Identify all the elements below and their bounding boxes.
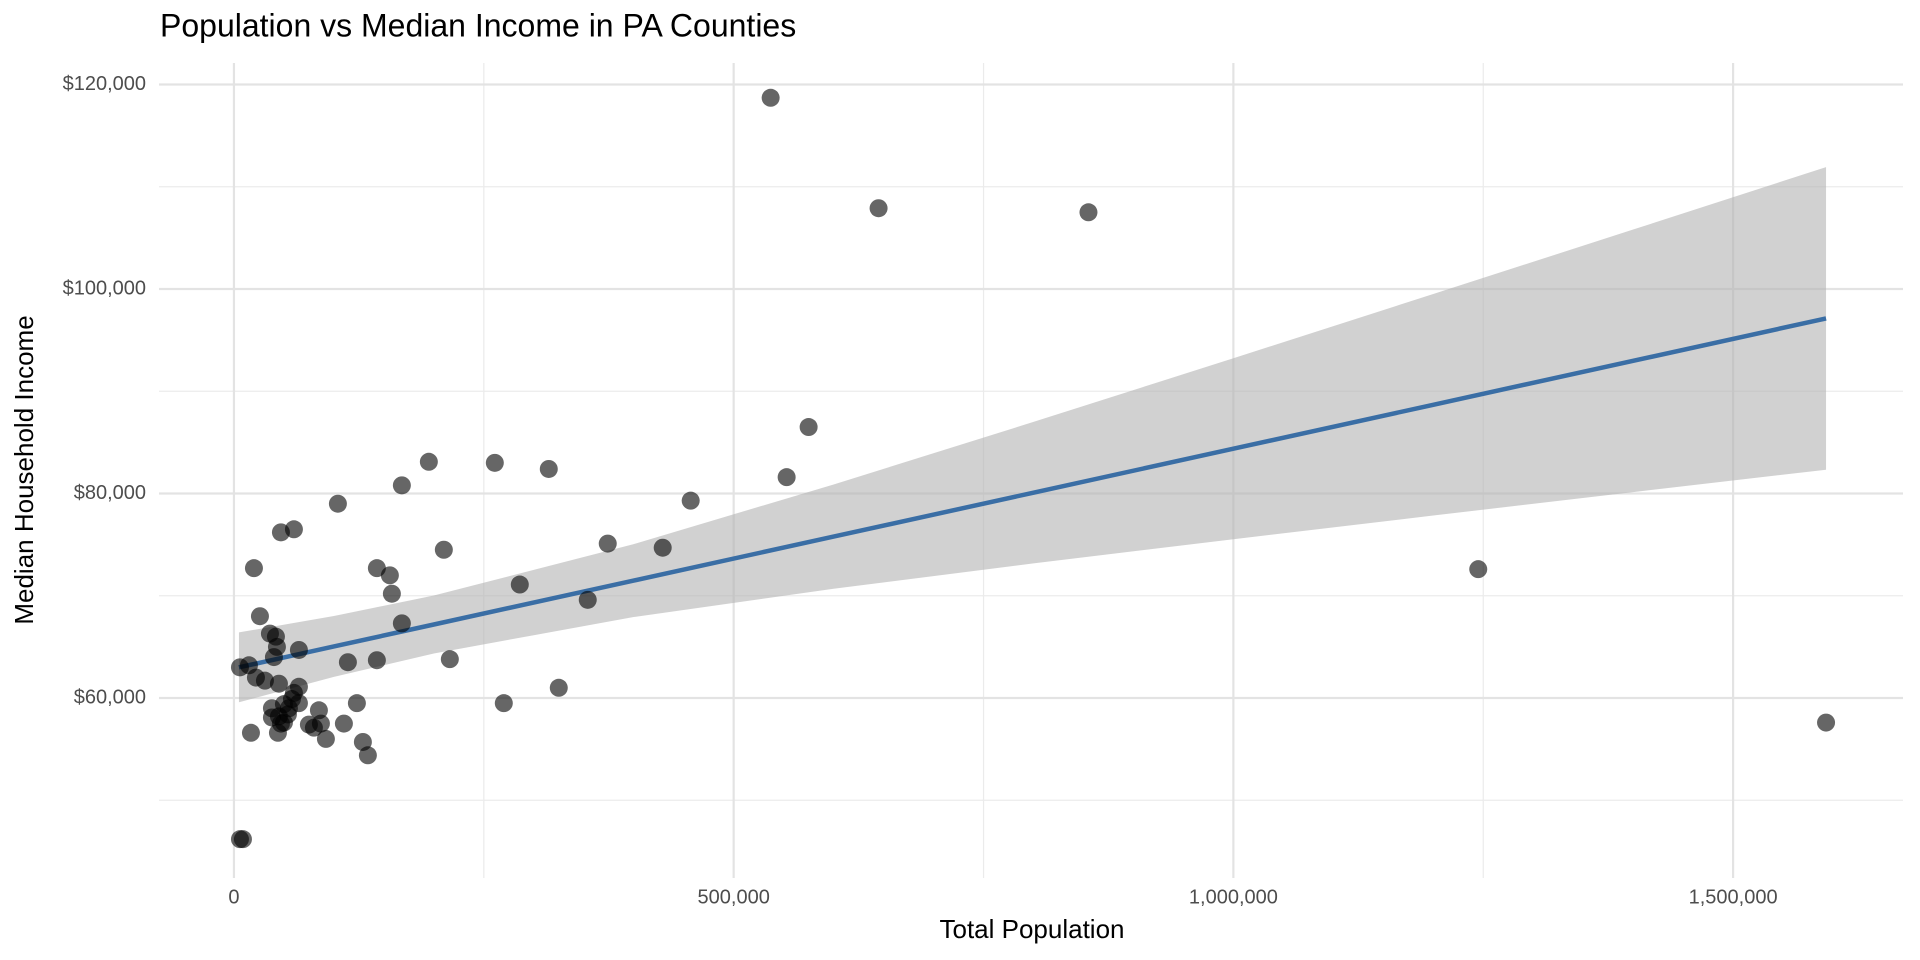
- data-point: [761, 88, 780, 107]
- regression-line: [238, 316, 1827, 670]
- data-point: [539, 459, 558, 478]
- data-point: [347, 694, 366, 713]
- data-point: [358, 746, 377, 765]
- x-axis-title: Total Population: [939, 914, 1124, 944]
- data-point: [230, 658, 249, 677]
- data-point: [382, 584, 401, 603]
- data-point: [241, 723, 260, 742]
- data-point: [244, 559, 263, 578]
- y-tick-label: $100,000: [63, 277, 146, 299]
- data-point: [799, 418, 818, 437]
- data-point: [510, 575, 529, 594]
- y-tick-label: $80,000: [74, 482, 146, 504]
- data-point: [1469, 560, 1488, 579]
- data-point: [578, 590, 597, 609]
- data-point: [367, 651, 386, 670]
- data-point: [299, 715, 318, 734]
- confidence-band: [238, 167, 1827, 703]
- data-point: [869, 199, 888, 218]
- data-point: [269, 674, 288, 693]
- data-point: [289, 640, 308, 659]
- x-tick-label: 500,000: [698, 886, 770, 908]
- x-tick-label: 1,000,000: [1189, 886, 1278, 908]
- data-point: [316, 729, 335, 748]
- data-point: [271, 523, 290, 542]
- data-point: [419, 452, 438, 471]
- data-point: [282, 690, 301, 709]
- data-point: [392, 476, 411, 495]
- y-tick-label: $120,000: [63, 73, 146, 95]
- data-point: [264, 648, 283, 667]
- data-point: [334, 714, 353, 733]
- x-tick-label: 0: [228, 886, 239, 908]
- data-point: [485, 453, 504, 472]
- y-tick-label: $60,000: [74, 686, 146, 708]
- chart-title: Population vs Median Income in PA Counti…: [160, 7, 796, 43]
- data-point: [598, 534, 617, 553]
- data-point: [653, 538, 672, 557]
- data-point: [250, 607, 269, 626]
- data-point: [380, 566, 399, 585]
- data-point: [494, 694, 513, 713]
- data-point: [777, 468, 796, 487]
- data-point: [1817, 713, 1836, 732]
- data-point: [434, 540, 453, 559]
- data-point: [1079, 203, 1098, 222]
- y-axis-title: Median Household Income: [9, 315, 39, 624]
- x-tick-label: 1,500,000: [1689, 886, 1778, 908]
- data-point: [549, 678, 568, 697]
- data-point: [440, 650, 459, 669]
- data-point: [309, 701, 328, 720]
- data-point: [392, 614, 411, 633]
- data-point: [233, 830, 252, 849]
- data-point: [271, 714, 290, 733]
- data-point: [338, 653, 357, 672]
- data-point: [681, 491, 700, 510]
- data-point: [328, 494, 347, 513]
